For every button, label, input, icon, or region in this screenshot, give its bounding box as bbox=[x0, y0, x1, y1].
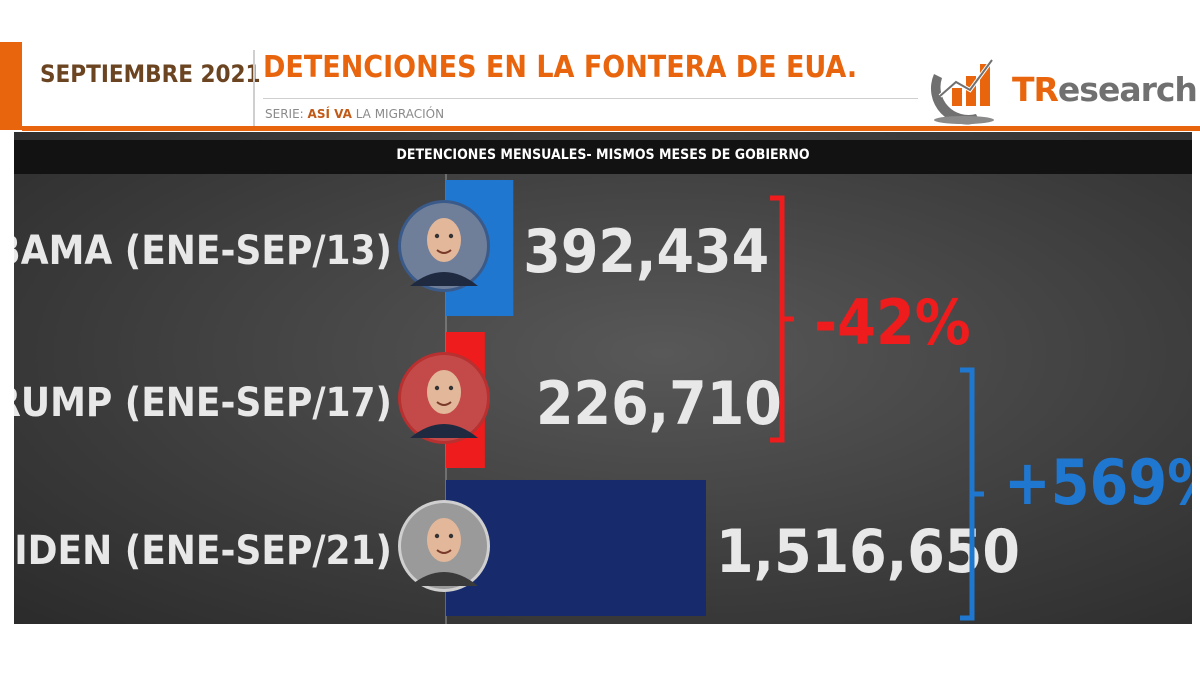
bracket-1 bbox=[960, 367, 984, 621]
date-label: SEPTIEMBRE 2021 bbox=[40, 60, 261, 88]
biden-avatar-icon bbox=[398, 500, 490, 592]
category-label-0: OBAMA (ENE-SEP/13) bbox=[14, 228, 392, 274]
header-divider bbox=[253, 50, 255, 126]
value-label-0: 392,434 bbox=[523, 217, 769, 287]
chart-title: DETENCIONES MENSUALES- MISMOS MESES DE G… bbox=[396, 147, 810, 163]
header-accent-bar bbox=[0, 42, 22, 130]
title-rule bbox=[263, 98, 918, 99]
value-label-2: 1,516,650 bbox=[716, 517, 1020, 587]
chart-title-bar bbox=[14, 140, 1192, 174]
category-label-2: BIDEN (ENE-SEP/21) bbox=[14, 528, 392, 574]
series-rest: LA MIGRACIÓN bbox=[355, 107, 445, 121]
series-prefix: SERIE: bbox=[265, 107, 304, 121]
header-underline bbox=[22, 126, 1200, 131]
series-highlight: ASÍ VA bbox=[307, 107, 352, 121]
logo-chart-icon bbox=[930, 58, 994, 125]
tresearch-logo: TResearch bbox=[922, 44, 1200, 128]
logo-wordmark: TResearch bbox=[1012, 70, 1198, 109]
trump-avatar-icon bbox=[398, 352, 490, 444]
page-title: DETENCIONES EN LA FONTERA DE EUA. bbox=[263, 50, 858, 85]
bar-chart: OBAMA (ENE-SEP/13) TRUMP (ENE-SEP/17) BIDE… bbox=[14, 174, 1192, 624]
value-label-1: 226,710 bbox=[536, 369, 782, 439]
chart-panel: DETENCIONES MENSUALES- MISMOS MESES DE G… bbox=[14, 132, 1192, 624]
header: SEPTIEMBRE 2021 DETENCIONES EN LA FONTER… bbox=[0, 42, 1200, 132]
annotation-label-1: +569% bbox=[1004, 446, 1192, 519]
series-subtitle: SERIE: ASÍ VA LA MIGRACIÓN bbox=[265, 107, 444, 121]
obama-avatar-icon bbox=[398, 200, 490, 292]
bracket-0 bbox=[770, 195, 794, 443]
category-label-1: TRUMP (ENE-SEP/17) bbox=[14, 380, 392, 426]
annotation-label-0: -42% bbox=[814, 286, 971, 359]
